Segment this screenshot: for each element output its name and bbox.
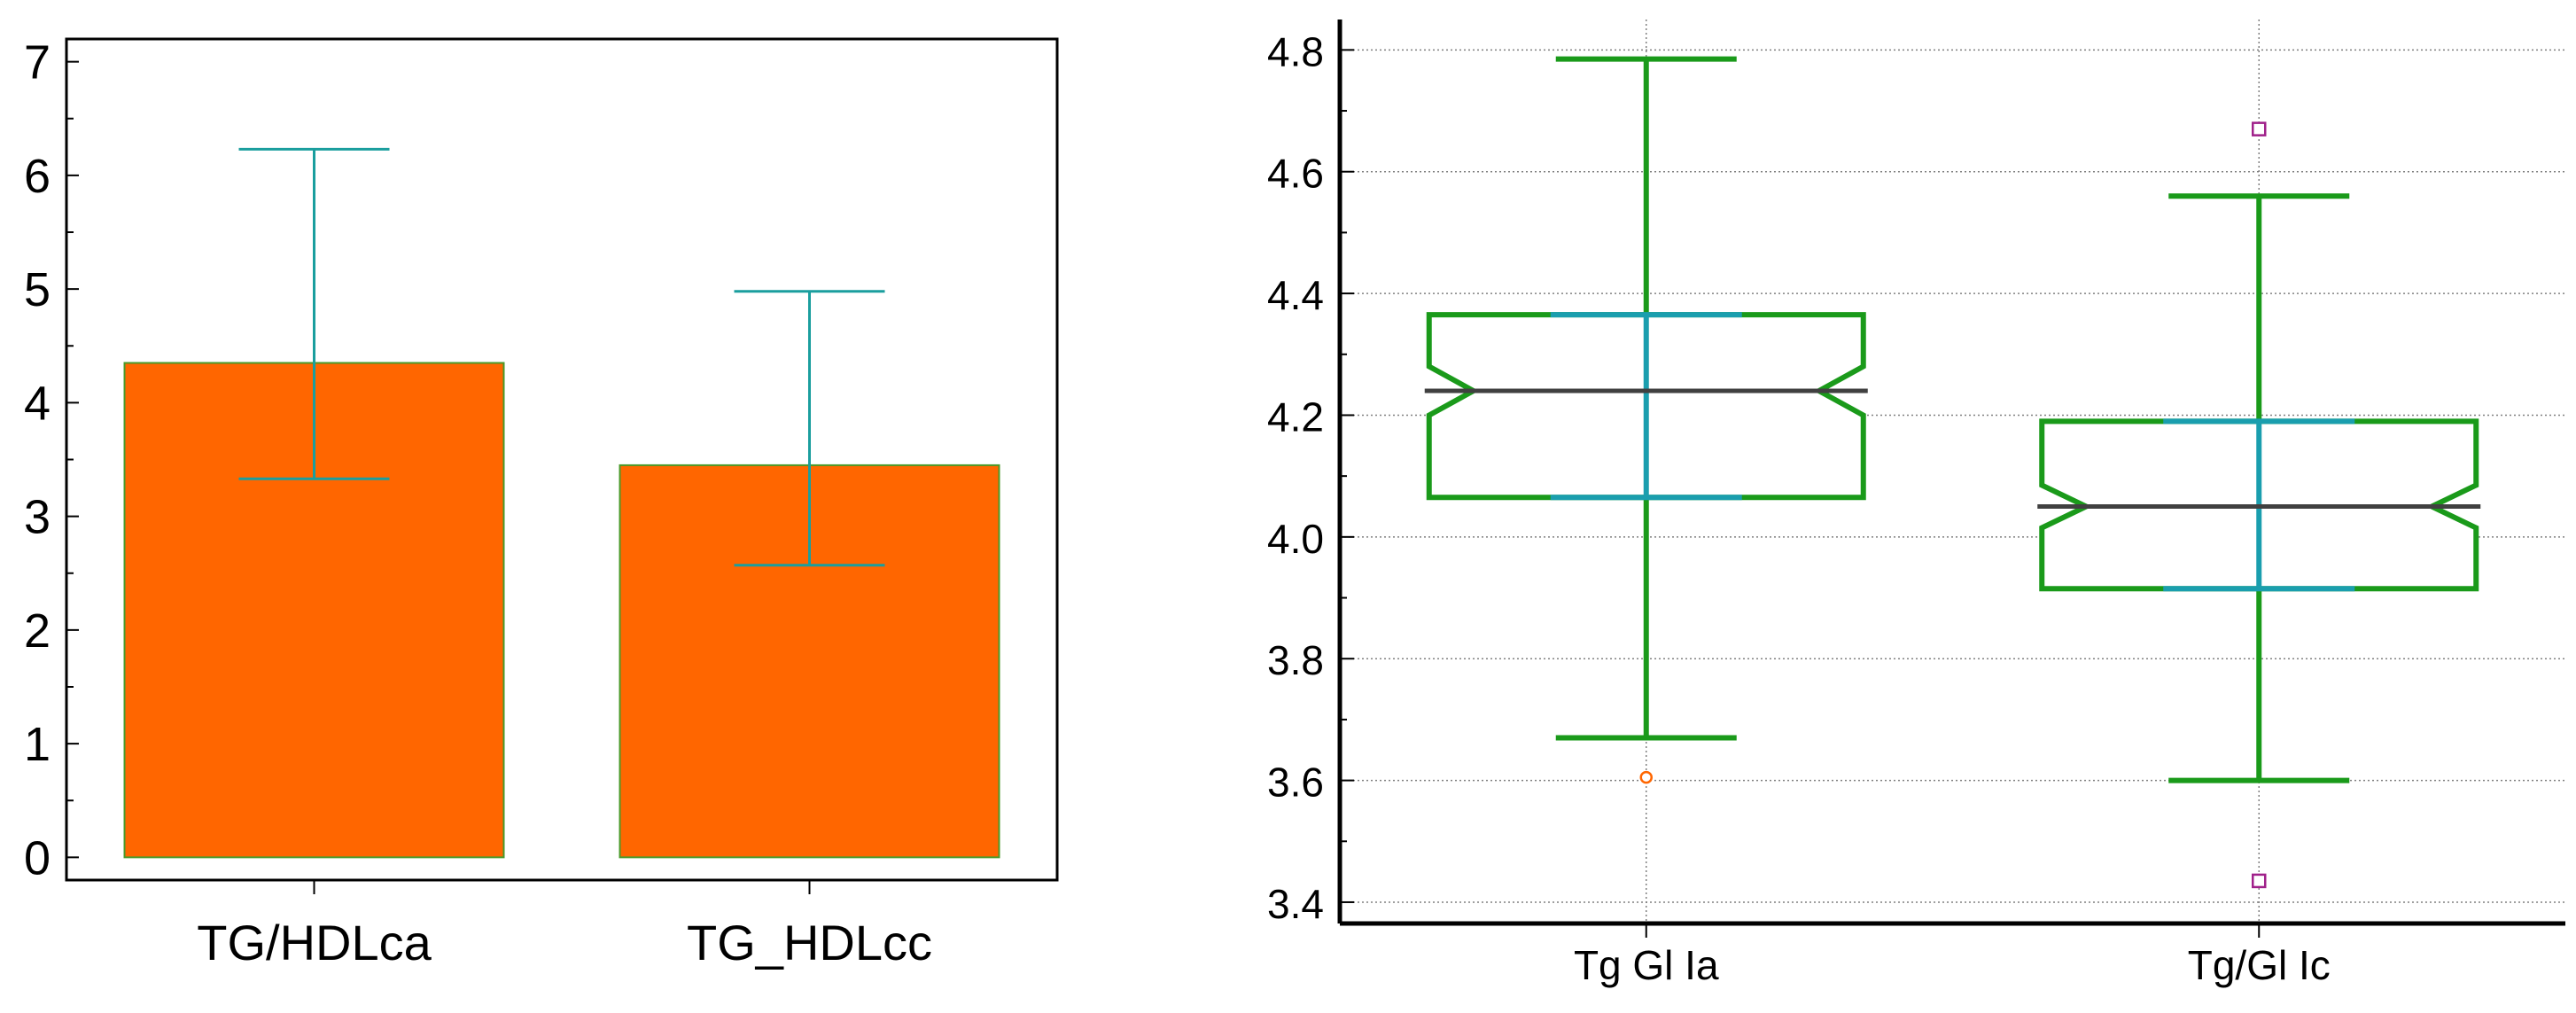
x-tick-label: Tg Gl Ia (1574, 942, 1719, 988)
outlier-point (2252, 873, 2267, 889)
outlier-point (2252, 121, 2267, 136)
y-tick-label: 3.8 (1267, 637, 1324, 683)
y-tick-label: 5 (24, 263, 51, 316)
y-tick-label: 3.4 (1267, 881, 1324, 927)
box-plot: 3.4 3.6 3.8 4.0 4.2 4.4 4.6 4.8 Tg Gl Ia Tg/Gl Ic (1267, 19, 2565, 988)
x-tick-label: TG/HDLca (197, 915, 432, 970)
y-tick-label: 7 (24, 36, 51, 90)
y-tick-label: 3 (24, 491, 51, 544)
x-tick-label: TG_HDLcc (687, 915, 932, 970)
y-tick-label: 1 (24, 718, 51, 771)
y-tick-label: 4.2 (1267, 394, 1324, 440)
y-tick-label: 4 (24, 377, 51, 430)
x-tick-label: Tg/Gl Ic (2188, 942, 2331, 988)
y-tick-label: 3.6 (1267, 760, 1324, 806)
y-tick-label: 6 (24, 150, 51, 203)
y-tick-label: 4.4 (1267, 272, 1324, 318)
y-tick-label: 0 (24, 831, 51, 884)
outlier-point (1639, 770, 1653, 784)
y-tick-label: 2 (24, 604, 51, 658)
bar-chart: 0 1 2 3 4 5 6 7 TG/HDLca TG_HDLcc (24, 36, 1059, 970)
y-tick-label: 4.8 (1267, 28, 1324, 74)
y-tick-label: 4.0 (1267, 516, 1324, 562)
y-tick-label: 4.6 (1267, 151, 1324, 197)
